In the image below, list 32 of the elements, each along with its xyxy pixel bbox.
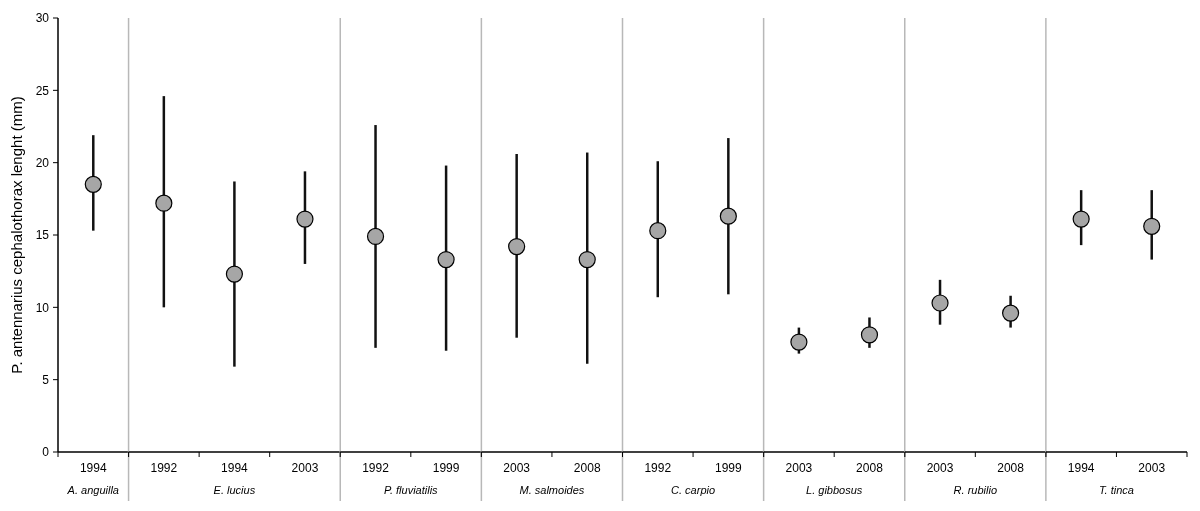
x-tick-label: 1994 xyxy=(1067,461,1095,475)
x-axis-title: R. rubilio xyxy=(953,484,998,496)
x-tick-label: 2003 xyxy=(926,461,954,475)
y-tick-label: 25 xyxy=(35,83,50,98)
y-axis-title: P. antennarius cephalothorax lenght (mm) xyxy=(8,96,25,374)
x-tick-label: 1999 xyxy=(432,461,460,475)
x-axis-title: C. carpio xyxy=(671,484,716,496)
x-tick-label: 1994 xyxy=(79,461,107,475)
x-axis-title: E. lucius xyxy=(213,484,256,496)
x-tick-label: 2003 xyxy=(291,461,319,475)
x-tick-label: 2008 xyxy=(997,461,1025,475)
y-tick-label: 5 xyxy=(42,372,50,387)
x-tick-label: 2003 xyxy=(1138,461,1166,475)
y-tick-label: 15 xyxy=(35,228,50,243)
x-tick-label: 2003 xyxy=(503,461,531,475)
x-tick-label: 1992 xyxy=(150,461,178,475)
x-axis-title: M. salmoides xyxy=(519,484,585,496)
x-tick-label: 1994 xyxy=(221,461,249,475)
x-tick-label: 1992 xyxy=(362,461,390,475)
x-axis-title: P. fluviatilis xyxy=(384,484,439,496)
y-tick-label: 30 xyxy=(35,11,50,26)
y-tick-label: 10 xyxy=(35,300,50,315)
y-tick-label: 0 xyxy=(42,445,50,460)
x-tick-label: 1999 xyxy=(714,461,743,475)
x-axis-title: A. anguilla xyxy=(66,484,119,496)
x-tick-label: 2008 xyxy=(856,461,884,475)
x-tick-label: 2008 xyxy=(573,461,601,475)
y-tick-label: 20 xyxy=(35,155,50,170)
x-axis-title: L. gibbosus xyxy=(806,484,863,496)
x-tick-label: 2003 xyxy=(785,461,813,475)
x-tick-label: 1992 xyxy=(644,461,672,475)
x-axis-title: T. tinca xyxy=(1098,484,1134,496)
